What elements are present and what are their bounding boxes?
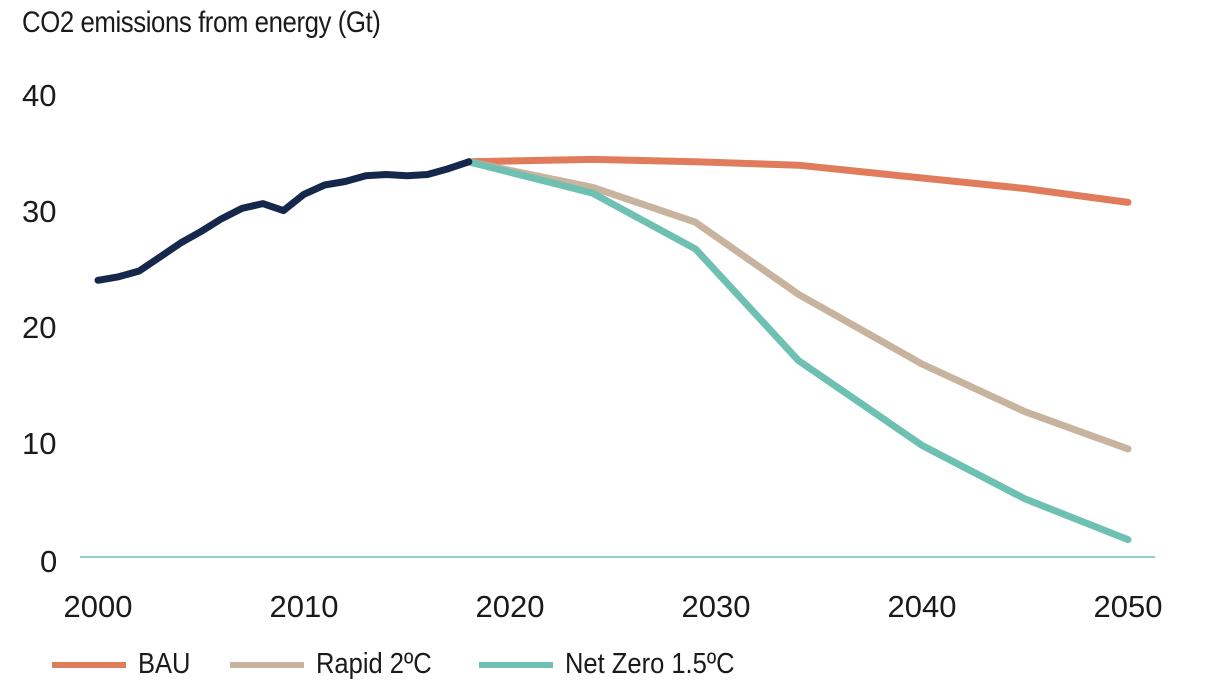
x-tick-label-2050: 2050 [1094,589,1163,624]
series-line-rapid-2c [465,158,1132,453]
legend-swatch-bau [52,661,126,668]
legend-label-bau: BAU [138,648,191,680]
y-tick-label-20: 20 [22,310,56,345]
line-chart: 40 30 20 10 0 2000 2010 2020 2030 2040 2… [22,78,1163,624]
y-tick-label-40: 40 [22,78,56,113]
series-line-bau [465,155,1132,206]
x-tick-label-2030: 2030 [682,589,751,624]
legend-item-rapid-2c: Rapid 2ºC [229,648,448,681]
legend-item-bau: BAU [52,648,198,681]
chart-title: CO2 emissions from energy (Gt) [22,6,381,39]
x-axis: 2000 2010 2020 2030 2040 2050 [64,589,1163,624]
legend-label-net-zero-1-5c: Net Zero 1.5ºC [565,648,735,680]
x-tick-label-2020: 2020 [476,589,545,624]
y-tick-label-10: 10 [22,426,56,461]
x-tick-label-2010: 2010 [270,589,339,624]
legend-swatch-net-zero-1-5c [479,661,554,668]
x-tick-label-2000: 2000 [64,589,133,624]
legend: BAU Rapid 2ºC Net Zero 1.5ºC [52,648,790,681]
legend-swatch-rapid-2c [229,661,304,668]
x-tick-label-2040: 2040 [888,589,957,624]
y-axis: 40 30 20 10 0 [22,78,57,579]
legend-label-rapid-2c: Rapid 2ºC [315,648,432,680]
y-tick-label-30: 30 [22,194,56,229]
legend-item-net-zero-1-5c: Net Zero 1.5ºC [479,648,758,681]
series-line-historical [94,158,473,284]
y-tick-label-0: 0 [40,544,57,579]
series-line-net-zero-1-5c [465,158,1132,544]
